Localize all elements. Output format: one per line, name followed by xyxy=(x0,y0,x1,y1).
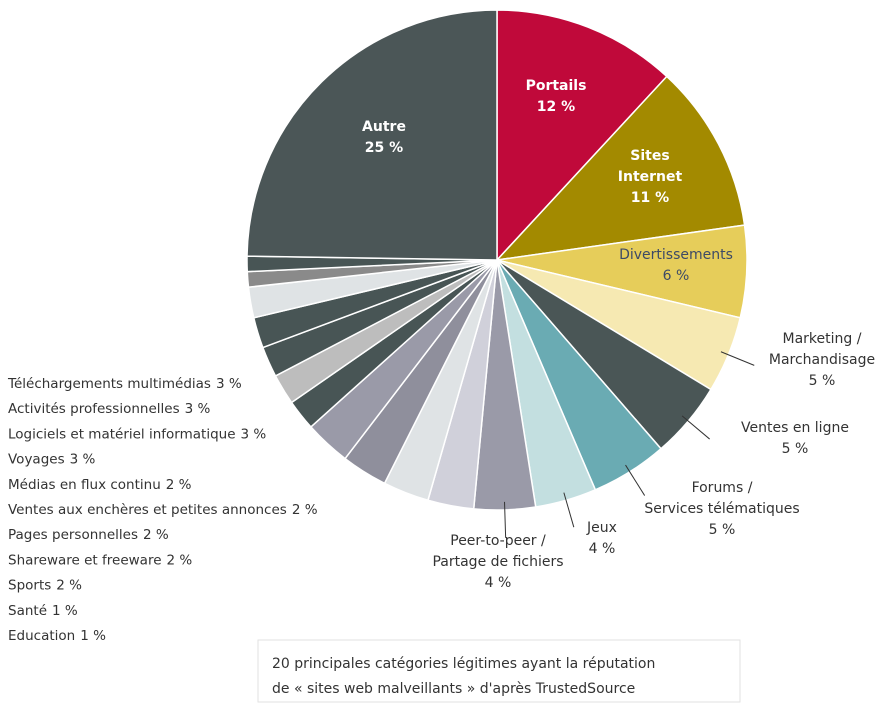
caption-line: de « sites web malveillants » d'après Tr… xyxy=(272,681,635,697)
slice-value: 5 % xyxy=(782,441,809,457)
pie-slice xyxy=(495,75,746,262)
legend-entry: Ventes aux enchères et petites annonces 2… xyxy=(8,502,318,518)
slice-label: Peer-to-peer / xyxy=(450,533,546,549)
legend-name: Santé xyxy=(8,603,47,619)
slice-label: Ventes en ligne xyxy=(741,420,849,436)
legend-value: 3 % xyxy=(185,401,211,417)
legend-name: Sports xyxy=(8,578,51,594)
legend-entry: Education 1 % xyxy=(8,628,106,644)
legend-entry: Shareware et freeware 2 % xyxy=(8,552,192,568)
legend-name: Logiciels et matériel informatique xyxy=(8,426,236,442)
slice-label: Portails xyxy=(526,78,587,94)
slice-value: 6 % xyxy=(663,268,690,284)
slice-label: Internet xyxy=(618,169,683,185)
legend-value: 2 % xyxy=(143,527,169,543)
legend-value: 2 % xyxy=(56,578,82,594)
slice-value: 25 % xyxy=(365,140,403,156)
legend-entry: Activités professionnelles 3 % xyxy=(8,401,210,417)
legend-name: Education xyxy=(8,628,75,644)
slice-value: 5 % xyxy=(809,373,836,389)
slice-label: Divertissements xyxy=(619,247,733,263)
slice-value: 11 % xyxy=(631,190,669,206)
legend-value: 2 % xyxy=(167,552,193,568)
slice-value: 5 % xyxy=(709,522,736,538)
slice-label: Marchandisage xyxy=(769,352,875,368)
pie-slice xyxy=(496,9,668,262)
legend-entry: Sports 2 % xyxy=(8,578,82,594)
slice-label: Services télématiques xyxy=(644,501,799,517)
legend-name: Voyages xyxy=(8,452,65,468)
caption-box xyxy=(257,639,741,703)
leader-line xyxy=(563,492,575,528)
legend-entry: Médias en flux continu 2 % xyxy=(8,477,192,493)
legend-value: 3 % xyxy=(216,376,242,392)
slice-label: Jeux xyxy=(586,520,617,536)
leader-line xyxy=(625,464,646,496)
legend-name: Ventes aux enchères et petites annonces xyxy=(8,502,287,518)
slice-value: 4 % xyxy=(485,575,512,591)
legend-value: 1 % xyxy=(80,628,106,644)
legend-value: 2 % xyxy=(166,477,192,493)
slice-label: Sites xyxy=(630,148,669,164)
caption-line: 20 principales catégories légitimes ayan… xyxy=(272,656,655,672)
legend-entry: Téléchargements multimédias 3 % xyxy=(7,376,242,392)
legend-name: Activités professionnelles xyxy=(8,401,180,417)
slice-value: 12 % xyxy=(537,99,575,115)
slice-label: Forums / xyxy=(692,480,753,496)
legend-value: 3 % xyxy=(70,452,96,468)
legend-name: Médias en flux continu xyxy=(8,477,161,493)
legend-value: 3 % xyxy=(241,426,267,442)
slice-label: Partage de fichiers xyxy=(432,554,563,570)
leader-line xyxy=(681,415,710,440)
leader-line xyxy=(720,351,755,366)
legend-entry: Pages personnelles 2 % xyxy=(8,527,169,543)
legend-name: Pages personnelles xyxy=(8,527,138,543)
slice-value: 4 % xyxy=(589,541,616,557)
legend-value: 1 % xyxy=(52,603,78,619)
pie-slice xyxy=(246,9,498,261)
legend-name: Téléchargements multimédias xyxy=(7,376,211,392)
legend-entry: Voyages 3 % xyxy=(8,452,96,468)
legend-value: 2 % xyxy=(292,502,318,518)
slice-label: Autre xyxy=(362,119,406,135)
leader-line xyxy=(504,501,507,538)
legend-entry: Logiciels et matériel informatique 3 % xyxy=(8,426,266,442)
legend-name: Shareware et freeware xyxy=(8,552,162,568)
slice-label: Marketing / xyxy=(783,331,862,347)
legend-entry: Santé 1 % xyxy=(8,603,78,619)
